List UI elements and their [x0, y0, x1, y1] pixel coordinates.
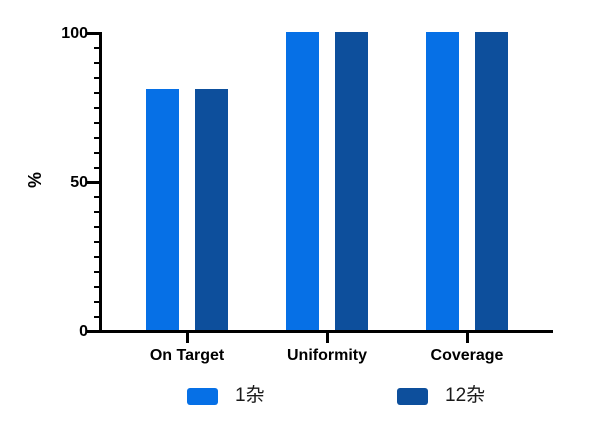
y-minor-tick	[94, 226, 99, 229]
y-axis-title: %	[25, 172, 45, 189]
bar-series1	[286, 32, 319, 331]
y-minor-tick	[94, 196, 99, 199]
x-tick	[465, 333, 469, 343]
y-minor-tick	[94, 107, 99, 109]
x-axis	[99, 330, 553, 333]
legend-swatch	[397, 387, 428, 405]
legend-label: 12杂	[445, 385, 486, 406]
bar-series2	[475, 32, 508, 331]
y-minor-tick	[94, 47, 99, 50]
y-minor-tick	[94, 92, 99, 95]
y-minor-tick	[94, 211, 99, 214]
y-major-tick	[87, 181, 99, 184]
y-minor-tick	[94, 121, 99, 124]
legend-swatch	[187, 387, 218, 405]
y-major-tick	[87, 32, 99, 35]
y-tick-label: 50	[70, 173, 88, 191]
y-minor-tick	[94, 166, 99, 169]
y-minor-tick	[94, 315, 99, 318]
legend-item: 12杂	[397, 385, 485, 407]
y-minor-tick	[94, 62, 99, 65]
legend-label: 1杂	[235, 385, 265, 406]
legend-item: 1杂	[187, 385, 265, 407]
y-major-tick	[87, 330, 99, 333]
x-category-label: Coverage	[430, 347, 504, 364]
bar-series1	[146, 88, 179, 331]
bar-series2	[195, 88, 228, 331]
bar-series1	[426, 32, 459, 331]
y-minor-tick	[94, 136, 99, 139]
x-tick	[325, 333, 329, 343]
y-tick-label: 0	[79, 322, 88, 340]
y-minor-tick	[94, 270, 99, 273]
y-axis	[99, 32, 102, 333]
y-minor-tick	[94, 285, 99, 288]
y-minor-tick	[94, 300, 99, 303]
y-minor-tick	[94, 241, 99, 244]
x-tick	[185, 333, 189, 343]
bar-series2	[335, 32, 368, 331]
x-category-label: On Target	[149, 347, 225, 364]
y-minor-tick	[94, 151, 99, 154]
y-tick-label: 100	[61, 24, 88, 42]
x-category-label: Uniformity	[287, 347, 367, 364]
y-minor-tick	[94, 77, 99, 80]
y-minor-tick	[94, 256, 99, 258]
